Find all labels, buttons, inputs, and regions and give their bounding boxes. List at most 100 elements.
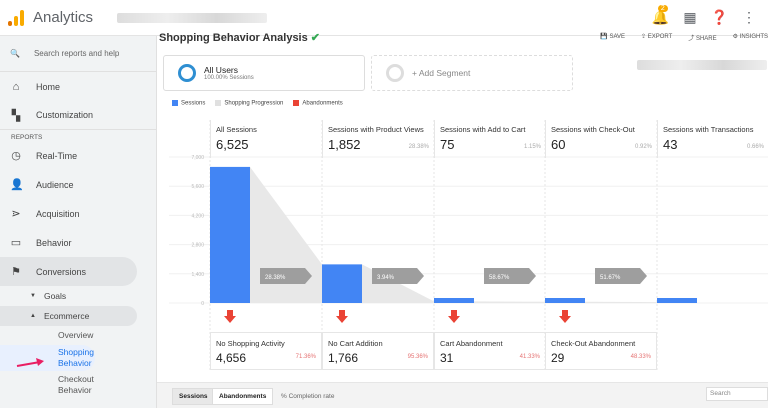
- sidebar-item-customization[interactable]: ▚ Customization: [0, 101, 156, 130]
- notification-badge: 2: [657, 5, 668, 12]
- person-icon: 👤: [10, 179, 24, 191]
- progression-area: [585, 301, 657, 303]
- progression-area: [474, 301, 545, 303]
- abandonment-label: Cart Abandonment: [440, 339, 503, 348]
- sidebar-item-shopping-behavior[interactable]: Shopping Behavior: [0, 345, 95, 371]
- sidebar: 🔍 Search reports and help ⌂ Home ▚ Customiz…: [0, 36, 157, 408]
- abandonment-card: No Cart Addition 1,766 95.36%: [322, 332, 434, 370]
- dashboard-icon: ▚: [11, 109, 21, 122]
- session-bar: [210, 166, 250, 303]
- completion-rate-label: % Completion rate: [281, 393, 335, 400]
- abandonment-label: No Cart Addition: [328, 339, 383, 348]
- stage-value: 60: [551, 137, 566, 152]
- abandonment-pct: 71.36%: [295, 354, 316, 360]
- legend-abandonments: Abandonments: [293, 100, 343, 107]
- legend-progression: Shopping Progression: [215, 100, 283, 107]
- sidebar-item-ecommerce[interactable]: ▲ Ecommerce: [0, 306, 137, 326]
- segment-sub: 100.00% Sessions: [204, 75, 254, 81]
- abandonment-arrow-icon: [224, 310, 236, 323]
- legend-sessions: Sessions: [172, 100, 205, 107]
- flag-icon: ⚑: [11, 266, 21, 278]
- save-button[interactable]: 💾 SAVE: [600, 34, 625, 40]
- abandonment-pct: 41.33%: [519, 354, 540, 360]
- y-tick-label: 7,000: [191, 155, 204, 161]
- stage-pct: 0.92%: [634, 144, 652, 150]
- stage-value: 6,525: [216, 137, 249, 152]
- date-range-selector[interactable]: [637, 60, 767, 70]
- export-button[interactable]: ⇪ EXPORT: [641, 34, 673, 40]
- caret-down-icon: ▼: [30, 293, 36, 299]
- reports-section-label: REPORTS: [11, 134, 43, 141]
- stage-pct: 28.38%: [408, 144, 429, 150]
- tab-abandonments[interactable]: Abandonments: [212, 388, 274, 405]
- stage-header: Sessions with Transactions 43 0.66%: [657, 120, 768, 158]
- insights-button[interactable]: ⚙ INSIGHTS: [732, 34, 768, 40]
- verified-shield-icon: ✔: [310, 32, 321, 44]
- stage-header: Sessions with Add to Cart 75 1.15%: [434, 120, 546, 158]
- stage-label: Sessions with Product Views: [328, 125, 424, 134]
- abandonment-pct: 48.33%: [630, 354, 651, 360]
- stage-pct: 0.66%: [746, 144, 764, 150]
- app-name: Analytics: [33, 9, 94, 26]
- progression-rate-label: 58.67%: [489, 275, 510, 281]
- segment-name: All Users: [204, 65, 239, 75]
- tab-sessions[interactable]: Sessions: [172, 388, 215, 405]
- y-tick-label: 2,800: [191, 243, 204, 249]
- y-tick-label: 4,200: [191, 213, 204, 219]
- abandonment-arrow-icon: [448, 310, 460, 323]
- progression-rate-label: 3.94%: [377, 275, 395, 281]
- share-button[interactable]: ⤴ SHARE: [688, 36, 717, 42]
- sidebar-item-audience[interactable]: 👤 Audience: [10, 179, 74, 191]
- abandonment-arrow-icon: [559, 310, 571, 323]
- stage-label: Sessions with Add to Cart: [440, 125, 526, 134]
- y-tick-label: 1,400: [191, 272, 204, 278]
- segment-all-users[interactable]: All Users 100.00% Sessions: [163, 55, 365, 91]
- sidebar-item-realtime[interactable]: ◷ Real-Time: [11, 150, 78, 162]
- abandonment-card: No Shopping Activity 4,656 71.36%: [210, 332, 322, 370]
- chart-legend: Sessions Shopping Progression Abandonmen…: [172, 100, 343, 107]
- apps-grid-icon[interactable]: ▦: [683, 9, 697, 25]
- progression-arrow: [484, 268, 536, 284]
- y-tick-label: 5,600: [191, 184, 204, 190]
- search-reports-input[interactable]: 🔍 Search reports and help: [0, 36, 156, 72]
- notifications-icon[interactable]: 🔔 2: [651, 5, 670, 25]
- progression-rate-label: 28.38%: [265, 275, 286, 281]
- sidebar-item-acquisition[interactable]: ⋗ Acquisition: [11, 208, 80, 220]
- sidebar-item-checkout-behavior[interactable]: Checkout Behavior: [58, 374, 94, 395]
- home-icon: ⌂: [12, 80, 20, 93]
- sidebar-item-home[interactable]: ⌂ Home: [0, 72, 156, 101]
- stage-value: 75: [440, 137, 455, 152]
- sidebar-item-behavior[interactable]: ▭ Behavior: [10, 237, 72, 249]
- more-vert-icon[interactable]: ⋮: [742, 9, 756, 25]
- table-search-input[interactable]: Search: [706, 387, 768, 401]
- stage-label: All Sessions: [216, 125, 257, 134]
- clock-icon: ◷: [11, 150, 21, 162]
- progression-arrow: [372, 268, 424, 284]
- segment-ring-icon: [178, 64, 196, 82]
- sidebar-item-conversions[interactable]: ⚑ Conversions: [0, 257, 137, 286]
- stage-label: Sessions with Transactions: [663, 125, 754, 134]
- abandonment-value: 4,656: [216, 351, 247, 365]
- abandonment-card: Check-Out Abandonment 29 48.33%: [545, 332, 657, 370]
- add-segment-button[interactable]: + Add Segment: [371, 55, 573, 91]
- session-bar: [434, 298, 474, 303]
- session-bar: [657, 298, 697, 303]
- abandonment-label: Check-Out Abandonment: [551, 339, 636, 348]
- session-bar: [545, 298, 585, 303]
- abandonment-value: 31: [440, 351, 454, 365]
- main-content: Shopping Behavior Analysis ✔ 💾 SAVE ⇪ EX…: [157, 32, 768, 408]
- sidebar-item-overview[interactable]: Overview: [58, 330, 94, 340]
- abandonment-pct: 95.36%: [407, 354, 428, 360]
- acquisition-icon: ⋗: [11, 208, 21, 220]
- account-selector[interactable]: [117, 12, 268, 23]
- stage-value: 1,852: [328, 137, 361, 152]
- abandonment-value: 1,766: [328, 351, 359, 365]
- analytics-logo-icon[interactable]: [8, 9, 24, 26]
- sidebar-item-goals[interactable]: ▼ Goals: [30, 291, 67, 301]
- abandonment-value: 29: [551, 351, 565, 365]
- help-icon[interactable]: ❓: [710, 9, 728, 25]
- behavior-icon: ▭: [10, 237, 22, 249]
- stage-label: Sessions with Check-Out: [551, 125, 635, 134]
- add-segment-ring-icon: [386, 64, 404, 82]
- stage-value: 43: [663, 137, 678, 152]
